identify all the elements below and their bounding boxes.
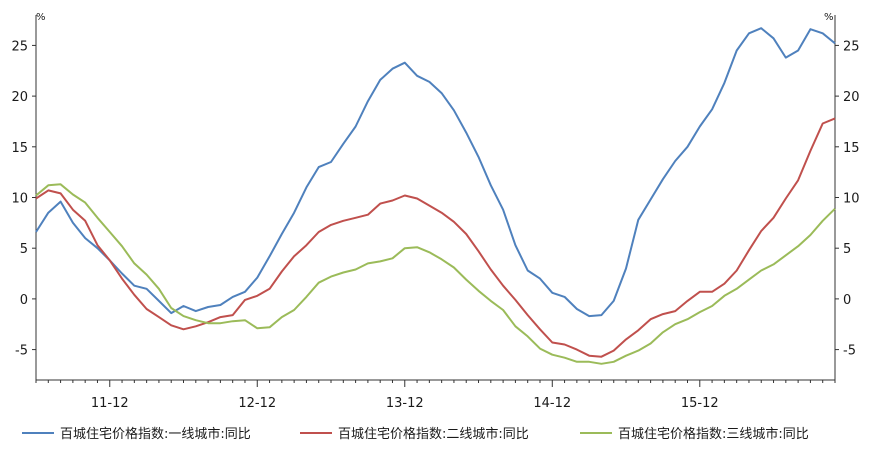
- series-layer: [35, 27, 836, 365]
- left-y-tick-label: 15: [11, 141, 28, 156]
- series-line-2: [35, 117, 836, 358]
- legend: 百城住宅价格指数:一线城市:同比 百城住宅价格指数:二线城市:同比 百城住宅价格指数…: [22, 426, 809, 442]
- series-line-3: [35, 183, 836, 365]
- left-y-tick-label: 25: [11, 39, 28, 54]
- legend-label-3: 百城住宅价格指数:三线城市:同比: [618, 426, 809, 442]
- series-line-1: [35, 27, 836, 318]
- legend-label-2: 百城住宅价格指数:二线城市:同比: [338, 426, 529, 442]
- left-y-tick-label: -5: [15, 344, 28, 359]
- left-y-tick-label: 20: [11, 90, 28, 105]
- left-y-tick-label: 10: [11, 192, 28, 207]
- x-tick-label: 15-12: [681, 396, 719, 411]
- right-y-tick-label: 20: [843, 90, 860, 105]
- right-y-tick-label: 25: [843, 39, 860, 54]
- right-y-tick-label: -5: [843, 344, 856, 359]
- axes: 25 25 20 20 15 15 10 10 5 5 0 0 -5 -5 11-12 12-12 13-12 1…: [11, 15, 860, 411]
- x-tick-label: 14-12: [533, 396, 571, 411]
- left-y-tick-label: 5: [20, 242, 28, 257]
- right-y-tick-label: 5: [843, 242, 851, 257]
- right-axis-unit: %: [824, 12, 834, 23]
- right-y-tick-label: 0: [843, 293, 851, 308]
- x-tick-label: 12-12: [238, 396, 276, 411]
- legend-label-1: 百城住宅价格指数:一线城市:同比: [60, 426, 251, 442]
- x-tick-label: 13-12: [386, 396, 424, 411]
- x-tick-label: 11-12: [91, 396, 129, 411]
- left-y-tick-label: 0: [20, 293, 28, 308]
- left-axis-unit: %: [36, 12, 46, 23]
- right-y-tick-label: 15: [843, 141, 860, 156]
- right-y-tick-label: 10: [843, 192, 860, 207]
